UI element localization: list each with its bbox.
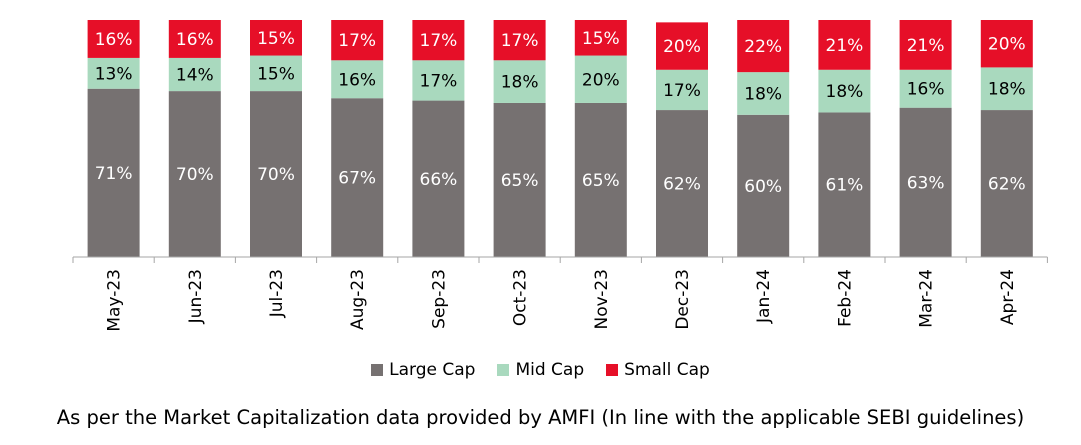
data-label-small-cap: 15% bbox=[582, 29, 620, 49]
bar-segment-small-cap bbox=[737, 20, 790, 73]
legend-item-large-cap: Large Cap bbox=[371, 360, 475, 380]
legend-swatch bbox=[497, 364, 510, 376]
data-label-small-cap: 16% bbox=[176, 30, 214, 50]
bar-segment-large-cap bbox=[168, 91, 221, 257]
bar-segment-mid-cap bbox=[87, 57, 140, 89]
data-label-large-cap: 63% bbox=[907, 173, 945, 193]
legend-swatch bbox=[371, 364, 384, 376]
x-tick-label: Jul-23 bbox=[267, 269, 287, 318]
bar-segment-large-cap bbox=[87, 88, 140, 257]
data-label-small-cap: 16% bbox=[95, 30, 133, 50]
data-label-large-cap: 60% bbox=[744, 177, 782, 197]
data-label-large-cap: 62% bbox=[663, 175, 701, 195]
data-label-small-cap: 17% bbox=[338, 31, 376, 51]
x-tick-label: Jan-24 bbox=[754, 269, 774, 324]
data-label-large-cap: 70% bbox=[176, 165, 214, 185]
bars-layer: 71% 13% 16% 70% 14% 16% 70% 15% 15% 67% 16% 17% 66% 1… bbox=[87, 20, 1033, 258]
bar-segment-mid-cap bbox=[493, 60, 546, 103]
data-label-large-cap: 65% bbox=[582, 171, 620, 191]
x-tick-label: Feb-24 bbox=[835, 269, 855, 327]
bar-segment-mid-cap bbox=[250, 55, 302, 92]
x-tick-label: Nov-23 bbox=[592, 269, 612, 330]
data-label-small-cap: 22% bbox=[744, 37, 782, 57]
data-label-small-cap: 17% bbox=[501, 31, 539, 51]
chart-legend: Large Cap Mid Cap Small Cap bbox=[0, 360, 1081, 380]
data-label-mid-cap: 13% bbox=[95, 64, 133, 84]
x-tick-label: May-23 bbox=[105, 269, 125, 332]
bar-segment-large-cap bbox=[493, 102, 546, 257]
data-label-mid-cap: 20% bbox=[582, 70, 620, 90]
bar-segment-small-cap bbox=[412, 20, 465, 61]
bar-segment-small-cap bbox=[818, 20, 871, 70]
legend-item-small-cap: Small Cap bbox=[606, 360, 710, 380]
x-tick-label: Dec-23 bbox=[673, 269, 693, 330]
bar-segment-mid-cap bbox=[331, 60, 384, 99]
bar-segment-mid-cap bbox=[980, 67, 1033, 111]
data-label-small-cap: 15% bbox=[257, 29, 295, 49]
data-label-mid-cap: 18% bbox=[826, 82, 864, 102]
bar-segment-mid-cap bbox=[818, 69, 871, 113]
bar-segment-large-cap bbox=[818, 112, 871, 258]
bar-segment-mid-cap bbox=[168, 57, 221, 92]
bar-segment-small-cap bbox=[656, 22, 708, 70]
bar-segment-large-cap bbox=[412, 100, 465, 257]
legend-label: Mid Cap bbox=[515, 360, 585, 380]
bar-segment-small-cap bbox=[899, 20, 952, 70]
data-label-mid-cap: 17% bbox=[663, 81, 701, 101]
data-label-large-cap: 67% bbox=[338, 169, 376, 189]
bar-segment-small-cap bbox=[331, 20, 384, 61]
x-tick-label: Aug-23 bbox=[348, 269, 368, 330]
legend-label: Small Cap bbox=[624, 360, 710, 380]
data-label-mid-cap: 16% bbox=[907, 80, 945, 100]
data-label-mid-cap: 18% bbox=[744, 84, 782, 104]
bar-segment-mid-cap bbox=[899, 69, 952, 108]
data-label-small-cap: 20% bbox=[663, 37, 701, 57]
x-tick-label: Sep-23 bbox=[429, 269, 449, 329]
data-label-mid-cap: 14% bbox=[176, 66, 214, 86]
bar-segment-mid-cap bbox=[737, 72, 790, 115]
data-label-large-cap: 62% bbox=[988, 175, 1026, 195]
data-label-large-cap: 65% bbox=[501, 171, 539, 191]
bar-segment-large-cap bbox=[656, 110, 708, 257]
bar-segment-mid-cap bbox=[412, 60, 465, 101]
stacked-bar-chart: 71% 13% 16% 70% 14% 16% 70% 15% 15% 67% 16% 17% 66% 1… bbox=[72, 20, 1048, 332]
bar-segment-small-cap bbox=[250, 20, 302, 56]
bar-segment-large-cap bbox=[331, 98, 384, 258]
x-tick-labels: May-23 Jun-23 Jul-23 Aug-23 Sep-23 Oct-23 Nov-… bbox=[105, 269, 1018, 332]
data-label-small-cap: 21% bbox=[907, 36, 945, 56]
x-tick-label: Oct-23 bbox=[511, 269, 531, 326]
legend-item-mid-cap: Mid Cap bbox=[497, 360, 584, 380]
data-label-large-cap: 71% bbox=[95, 164, 133, 184]
data-label-small-cap: 21% bbox=[826, 36, 864, 56]
bar-segment-large-cap bbox=[737, 114, 790, 257]
bar-segment-large-cap bbox=[574, 102, 627, 257]
bar-segment-small-cap bbox=[493, 20, 546, 61]
bar-segment-mid-cap bbox=[574, 55, 627, 103]
x-axis bbox=[72, 256, 1048, 263]
data-label-small-cap: 20% bbox=[988, 35, 1026, 55]
x-tick-label: Mar-24 bbox=[917, 269, 937, 328]
bar-segment-large-cap bbox=[899, 107, 952, 257]
footnote: As per the Market Capitalization data pr… bbox=[56, 406, 1025, 429]
data-label-small-cap: 17% bbox=[420, 31, 458, 51]
data-label-mid-cap: 16% bbox=[338, 70, 376, 90]
x-tick-label: Apr-24 bbox=[998, 269, 1018, 325]
legend-swatch bbox=[606, 364, 619, 376]
bar-segment-mid-cap bbox=[656, 69, 708, 111]
data-label-mid-cap: 15% bbox=[257, 64, 295, 84]
legend-label: Large Cap bbox=[389, 360, 476, 380]
bar-segment-large-cap bbox=[250, 91, 302, 257]
data-label-mid-cap: 17% bbox=[420, 71, 458, 91]
bar-segment-small-cap bbox=[87, 20, 140, 58]
data-label-mid-cap: 18% bbox=[501, 73, 539, 93]
bar-segment-small-cap bbox=[168, 20, 221, 58]
data-label-large-cap: 70% bbox=[257, 165, 295, 185]
bar-segment-small-cap bbox=[574, 20, 627, 56]
data-label-mid-cap: 18% bbox=[988, 80, 1026, 100]
bar-segment-large-cap bbox=[980, 110, 1033, 257]
data-label-large-cap: 61% bbox=[826, 176, 864, 196]
x-tick-label: Jun-23 bbox=[186, 269, 206, 324]
data-label-large-cap: 66% bbox=[420, 170, 458, 190]
bar-segment-small-cap bbox=[980, 20, 1033, 68]
